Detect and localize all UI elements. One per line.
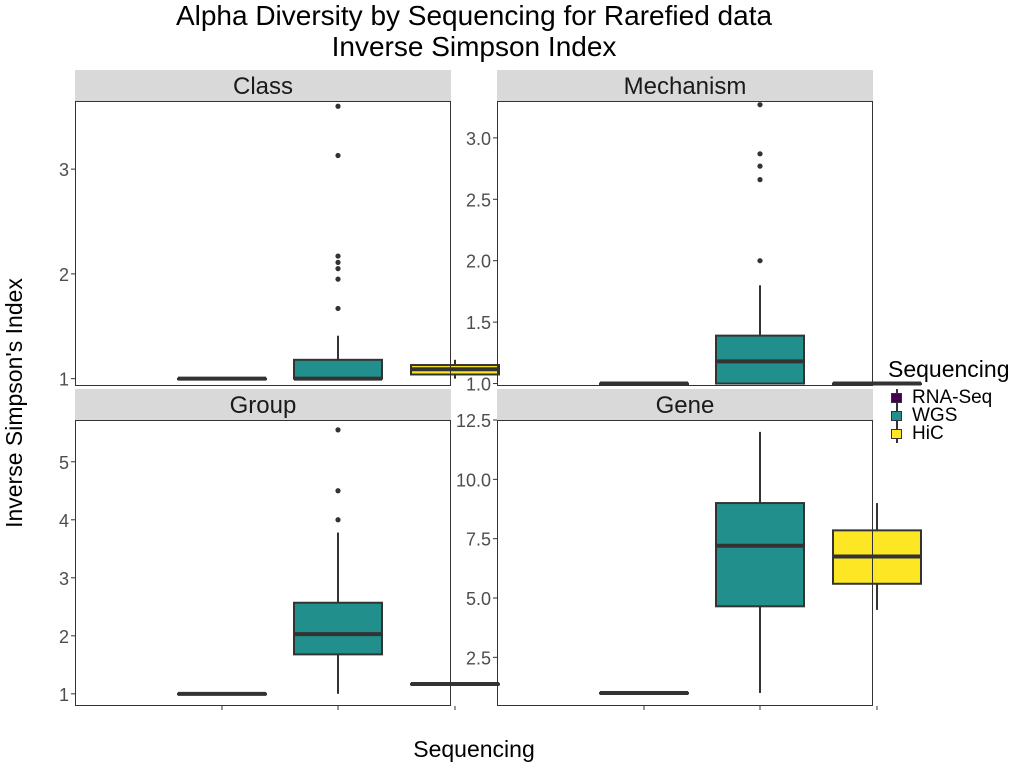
- facet-panel-mechanism: Mechanism 1.0 1.5 2.0 2.5 3.0: [466, 70, 922, 395]
- y-tick-label: 3: [59, 160, 69, 180]
- y-tick-label: 2.5: [466, 648, 491, 668]
- y-axis-title: Inverse Simpson's Index: [1, 278, 27, 528]
- facet-panel-gene: Gene 2.5 5.0 7.5 10.0 12.5: [456, 389, 922, 710]
- y-tick-label: 4: [59, 511, 69, 531]
- outlier-point: [335, 103, 341, 109]
- y-tick-label: 2.0: [466, 252, 491, 272]
- facet-strip-label: Group: [230, 392, 297, 419]
- y-tick-label: 1: [59, 370, 69, 390]
- legend-item: WGS: [888, 405, 1024, 426]
- chart-title-line1: Alpha Diversity by Sequencing for Rarefi…: [175, 0, 773, 31]
- panel-border: [75, 420, 451, 706]
- box-rna-seq: [599, 381, 689, 386]
- y-tick-label: 1.5: [466, 313, 491, 333]
- outlier-point: [335, 305, 341, 312]
- facet-strip: [497, 70, 873, 101]
- facet-panel-class: Class 1 2 3: [59, 70, 500, 390]
- legend: Sequencing RNA-Seq WGS HiC: [888, 355, 1024, 443]
- y-tick-label: 5: [59, 453, 69, 473]
- box-wgs: [293, 103, 383, 381]
- chart-title-line2: Inverse Simpson Index: [331, 31, 617, 62]
- panel-border: [497, 101, 873, 386]
- legend-title: Sequencing: [888, 356, 1010, 382]
- box-wgs: [293, 427, 383, 694]
- legend-label: RNA-Seq: [912, 387, 993, 408]
- facet-strip-label: Class: [233, 73, 293, 100]
- y-tick-label: 7.5: [466, 530, 491, 550]
- x-axis-title: Sequencing: [413, 736, 535, 762]
- outlier-point: [335, 427, 341, 433]
- y-tick-label: 10.0: [456, 470, 491, 490]
- box-body: [715, 502, 805, 608]
- legend-item: HiC: [888, 423, 1024, 444]
- y-tick-label: 3: [59, 569, 69, 589]
- legend-item: RNA-Seq: [888, 387, 1024, 408]
- y-tick-label: 5.0: [466, 589, 491, 609]
- outlier-point: [757, 151, 763, 157]
- box-hic: [832, 503, 922, 610]
- y-tick-label: 3.0: [466, 129, 491, 149]
- outlier-point: [335, 152, 341, 159]
- outlier-point: [335, 488, 341, 494]
- box-body: [293, 601, 383, 656]
- y-tick-label: 2: [59, 627, 69, 647]
- facet-strip: [75, 389, 451, 420]
- box-hic: [410, 359, 500, 379]
- outlier-point: [335, 266, 341, 272]
- outlier-point: [757, 102, 763, 108]
- facet-panel-group: Group 1 2 3 4 5: [59, 389, 500, 710]
- outlier-point: [335, 276, 341, 282]
- legend-key: [888, 425, 906, 443]
- legend-label: HiC: [912, 423, 944, 444]
- facet-strip-label: Mechanism: [624, 73, 747, 100]
- y-tick-label: 2: [59, 265, 69, 285]
- chart-title: Alpha Diversity by Sequencing for Rarefi…: [0, 0, 948, 62]
- facet-strip-label: Gene: [656, 392, 715, 419]
- outlier-point: [335, 259, 341, 265]
- outlier-point: [335, 253, 341, 259]
- box-body: [293, 358, 383, 380]
- box-wgs: [715, 102, 805, 385]
- legend-label: WGS: [912, 405, 958, 426]
- facet-strip: [75, 70, 451, 101]
- facet-panels: Class 1 2 3 Mechanism 1.0 1.5 2.0 2.5 3.0 Group 1 2 3…: [59, 70, 922, 710]
- box-hic: [410, 681, 500, 686]
- y-tick-label: 2.5: [466, 190, 491, 210]
- outlier-point: [757, 163, 763, 169]
- outlier-point: [757, 177, 763, 183]
- box-rna-seq: [177, 376, 267, 381]
- legend-key: [888, 407, 906, 425]
- box-rna-seq: [177, 691, 267, 696]
- panel-border: [497, 420, 873, 706]
- box-wgs: [715, 431, 805, 693]
- outlier-point: [757, 258, 763, 264]
- panel-border: [75, 101, 451, 386]
- box-hic: [832, 381, 922, 386]
- box-rna-seq: [599, 690, 689, 695]
- legend-items: RNA-Seq WGS HiC: [888, 387, 1024, 444]
- facet-strip: [497, 389, 873, 420]
- y-tick-label: 1.0: [466, 375, 491, 395]
- outlier-point: [335, 517, 341, 523]
- y-tick-label: 1: [59, 685, 69, 705]
- y-tick-label: 12.5: [456, 411, 491, 431]
- legend-key: [888, 389, 906, 407]
